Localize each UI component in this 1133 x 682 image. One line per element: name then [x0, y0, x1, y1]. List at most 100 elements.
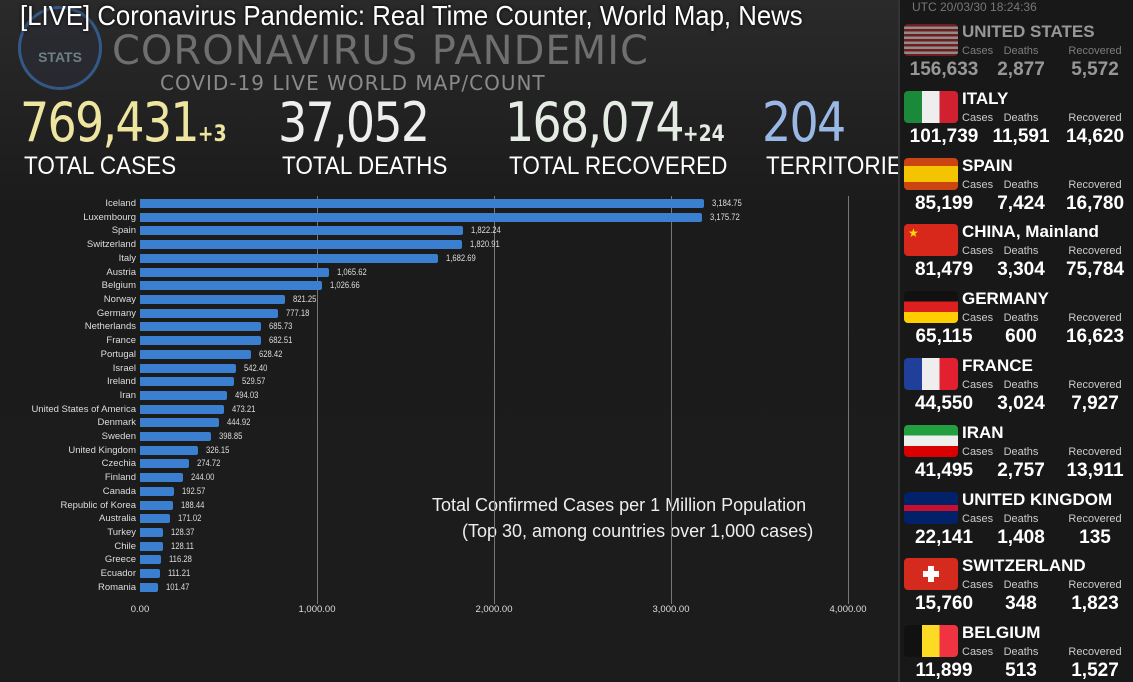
- bar-czechia: [140, 459, 189, 469]
- x-tick-label: 3,000.00: [652, 604, 690, 615]
- x-tick-label: 2,000.00: [475, 604, 513, 615]
- col-label-cases: Cases: [962, 312, 994, 325]
- category-label: Israel: [112, 362, 136, 374]
- grid-line: [494, 196, 495, 604]
- category-label: Australia: [99, 513, 136, 525]
- spain-flag-icon: [904, 157, 958, 190]
- bar-ecuador: [140, 569, 160, 579]
- header-subtitle: COVID-19 LIVE WORLD MAP/COUNT: [160, 71, 546, 95]
- grid-line: [848, 196, 849, 604]
- stat-total-cases: 769,431+3 TOTAL CASES: [20, 94, 263, 181]
- category-label: Iceland: [105, 198, 136, 209]
- bar-united-kingdom: [140, 445, 198, 455]
- grid-line: [671, 196, 672, 604]
- country-deaths: 3,024: [997, 393, 1045, 414]
- value-label: 444.92: [226, 417, 251, 428]
- bar-luxembourg: [140, 212, 703, 222]
- value-label: 494.03: [235, 389, 259, 400]
- bar-italy: [140, 253, 438, 263]
- value-label: 529.57: [241, 376, 266, 387]
- value-label: 3,175.72: [710, 211, 740, 222]
- iran-flag-icon: [904, 424, 958, 457]
- category-label: Denmark: [97, 417, 136, 429]
- country-cases: 65,115: [915, 326, 973, 348]
- value-label: 1,682.69: [445, 252, 476, 263]
- france-flag-icon: [904, 358, 958, 390]
- col-label-cases: Cases: [962, 178, 994, 191]
- star-icon: ★: [908, 226, 919, 241]
- value-label: 274.72: [196, 458, 221, 469]
- bar-norway: [140, 294, 286, 304]
- main-panel: STATS [LIVE] Coronavirus Pandemic: Real …: [0, 0, 917, 682]
- stat-delta: +3: [197, 122, 227, 147]
- country-card: ★ CHINA, Mainland Cases 81,479 Deaths 3,304 Re…: [900, 214, 1133, 281]
- value-label: 326.15: [205, 444, 230, 455]
- value-label: 171.02: [178, 513, 202, 524]
- country-card: SPAIN Cases 85,199 Deaths 7,424 Recovered 16,7…: [900, 148, 1133, 215]
- category-label: United Kingdom: [68, 444, 136, 456]
- country-name: UNITED STATES: [962, 22, 1095, 41]
- col-label-cases: Cases: [962, 45, 994, 57]
- category-label: Germany: [96, 307, 136, 319]
- col-label-deaths: Deaths: [1003, 45, 1039, 57]
- value-label: 542.40: [244, 362, 268, 373]
- utc-timestamp: UTC 20/03/30 18:24:36: [912, 0, 1037, 14]
- category-label: Ireland: [106, 376, 136, 388]
- category-label: Czechia: [101, 458, 136, 470]
- stats-logo: STATS: [18, 6, 102, 90]
- country-deaths: 2,877: [997, 59, 1045, 80]
- bar-switzerland: [140, 240, 463, 250]
- country-cases: 81,479: [914, 259, 974, 281]
- us-flag-icon: [904, 24, 958, 56]
- country-card: ITALY Cases 101,739 Deaths 11,591 Recovered 14…: [900, 81, 1133, 148]
- category-label: Turkey: [107, 527, 136, 539]
- country-card: IRAN Cases 41,495 Deaths 2,757 Recovered 13,91…: [900, 415, 1133, 482]
- stat-label: TOTAL DEATHS: [282, 152, 448, 180]
- col-label-cases: Cases: [962, 579, 994, 592]
- bar-canada: [140, 486, 175, 496]
- bar-iran: [140, 390, 228, 400]
- cross-icon: [923, 571, 939, 578]
- value-label: 777.18: [285, 307, 309, 318]
- category-label: Luxembourg: [83, 211, 136, 223]
- value-label: 1,065.62: [336, 266, 367, 277]
- col-label-cases: Cases: [962, 646, 994, 659]
- col-label-cases: Cases: [962, 379, 994, 391]
- country-recovered: 16,623: [1065, 326, 1125, 348]
- col-label-recovered: Recovered: [1068, 178, 1122, 191]
- bar-romania: [140, 582, 158, 592]
- category-label: Sweden: [101, 431, 136, 443]
- logo-text: STATS: [38, 49, 82, 65]
- uk-flag-icon: [904, 491, 958, 524]
- country-deaths: 11,591: [992, 125, 1050, 147]
- col-label-deaths: Deaths: [1003, 579, 1039, 592]
- country-cases: 85,199: [914, 192, 974, 214]
- country-recovered: 135: [1079, 526, 1111, 548]
- chart-subtitle: (Top 30, among countries over 1,000 case…: [462, 521, 814, 541]
- x-tick-label: 1,000.00: [298, 604, 336, 615]
- category-label: Ecuador: [100, 568, 136, 580]
- header-title: CORONAVIRUS PANDEMIC: [112, 28, 649, 74]
- value-label: 1,822.24: [470, 225, 501, 236]
- category-label: Austria: [106, 266, 136, 278]
- category-label: Chile: [114, 540, 136, 552]
- stat-value: 168,074+24: [505, 91, 725, 154]
- value-label: 101.47: [165, 581, 190, 592]
- chart-title: Total Confirmed Cases per 1 Million Popu…: [432, 495, 807, 515]
- value-label: 628.42: [259, 348, 283, 359]
- category-label: Finland: [104, 472, 136, 484]
- country-name: BELGIUM: [962, 623, 1041, 643]
- country-recovered: 75,784: [1065, 259, 1125, 281]
- col-label-deaths: Deaths: [1003, 646, 1039, 659]
- country-recovered: 13,911: [1066, 459, 1124, 481]
- chart-title-block: Total Confirmed Cases per 1 Million Popu…: [432, 492, 813, 544]
- category-label: Belgium: [101, 280, 136, 292]
- category-label: Greece: [104, 554, 136, 566]
- bar-belgium: [140, 281, 322, 291]
- category-label: Romania: [97, 581, 136, 593]
- country-name: ITALY: [962, 88, 1009, 108]
- video-title[interactable]: [LIVE] Coronavirus Pandemic: Real Time C…: [20, 0, 803, 31]
- col-label-recovered: Recovered: [1068, 445, 1122, 458]
- country-card: BELGIUM Cases 11,899 Deaths 513 Recovered 1,52…: [900, 615, 1133, 682]
- bar-ireland: [140, 377, 234, 387]
